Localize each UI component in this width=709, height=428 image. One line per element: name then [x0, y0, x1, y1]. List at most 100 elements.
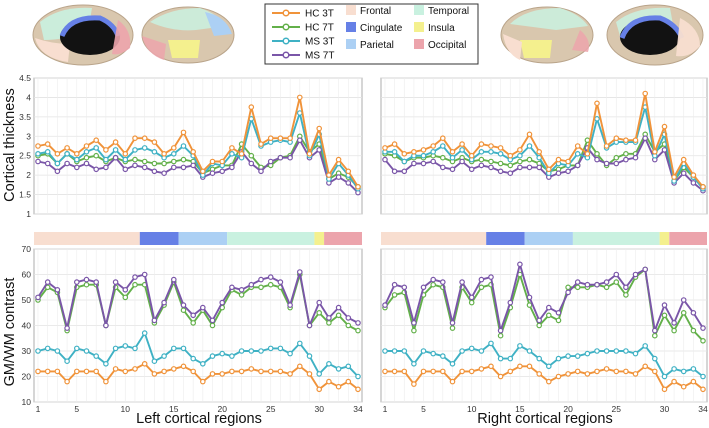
data-point [112, 139, 119, 145]
data-point [141, 360, 148, 367]
x-tick-label: 34 [353, 404, 363, 414]
data-point [594, 156, 600, 163]
y-tick-label: 60 [22, 270, 32, 280]
data-point [430, 149, 437, 155]
data-point [497, 145, 504, 151]
data-point [526, 143, 533, 149]
data-point [497, 332, 504, 339]
data-point [326, 378, 332, 385]
data-point [555, 355, 562, 362]
legend-item-hc-3t: HC 3T [272, 9, 334, 20]
data-point [171, 345, 177, 352]
data-point [411, 160, 417, 167]
data-point [229, 368, 235, 375]
data-point [44, 279, 51, 285]
data-point [326, 320, 332, 326]
data-point [565, 353, 571, 359]
data-point [391, 141, 398, 147]
data-point [141, 271, 148, 278]
data-point [161, 299, 167, 306]
data-point [439, 154, 446, 161]
y-tick-label: 1 [26, 209, 31, 219]
series-hc-3t [35, 360, 361, 393]
data-point [35, 158, 41, 165]
data-point [229, 284, 235, 291]
x-tick-label: 10 [467, 404, 477, 414]
data-point [54, 368, 61, 375]
series-line [37, 96, 359, 188]
data-point [306, 151, 313, 157]
data-point [190, 162, 197, 169]
legend-lobe-occipital: Occipital [414, 39, 466, 51]
data-point [690, 378, 697, 385]
lobe-segment-temporal [227, 232, 315, 245]
data-point [391, 168, 398, 175]
data-point [651, 368, 658, 375]
data-point [594, 116, 600, 122]
data-point [651, 332, 658, 339]
data-point [584, 350, 591, 357]
data-point [345, 180, 352, 186]
y-tick-label: 2 [26, 170, 31, 180]
data-point [680, 383, 687, 390]
series-line [37, 139, 359, 194]
data-point [209, 322, 216, 329]
data-point [555, 156, 562, 163]
data-point [623, 156, 629, 163]
data-point [219, 168, 226, 175]
data-point [296, 340, 303, 347]
data-point [382, 302, 388, 308]
data-point [238, 151, 245, 157]
data-point [478, 348, 485, 354]
data-point [401, 151, 408, 157]
data-point [122, 166, 129, 173]
thickness-y-label: Cortical thickness [2, 88, 18, 202]
brain-right-medial-illustration [606, 4, 704, 66]
legend-item-ms-7t: MS 7T [272, 51, 334, 62]
data-point [603, 279, 610, 285]
data-point [613, 279, 620, 285]
data-point [258, 348, 264, 354]
data-point [449, 360, 456, 367]
data-point [468, 368, 475, 375]
data-point [209, 158, 216, 165]
x-tick-label: 25 [612, 404, 622, 414]
data-point [613, 348, 620, 354]
data-point [180, 307, 187, 314]
data-point [430, 276, 437, 283]
data-point [335, 312, 342, 319]
data-point [632, 271, 639, 278]
data-point [603, 284, 610, 291]
data-point [680, 368, 687, 375]
legend-label: MS 7T [305, 51, 334, 62]
data-point [141, 164, 148, 171]
data-point [93, 137, 100, 144]
data-point [122, 156, 129, 163]
data-point [287, 371, 293, 377]
data-point [680, 309, 687, 316]
data-point [132, 147, 138, 153]
data-point [219, 371, 226, 377]
data-point [555, 170, 562, 177]
data-point [613, 271, 620, 278]
data-point [661, 312, 668, 319]
data-point [345, 363, 352, 370]
data-point [449, 149, 456, 155]
brain-left-lateral-illustration [32, 4, 134, 66]
data-point [277, 135, 284, 142]
data-point [517, 343, 523, 349]
data-point [680, 170, 687, 177]
x-tick-label: 5 [421, 404, 426, 414]
legend-label: Frontal [360, 6, 391, 17]
lobe-segment-frontal [34, 232, 140, 245]
data-point [459, 348, 465, 354]
data-point [459, 158, 465, 165]
data-point [54, 348, 61, 354]
data-point [632, 350, 639, 357]
legend-label: HC 7T [305, 23, 334, 34]
data-point [103, 322, 109, 329]
series-ms-3t [35, 330, 361, 380]
data-point [335, 174, 342, 180]
data-point [574, 143, 581, 149]
